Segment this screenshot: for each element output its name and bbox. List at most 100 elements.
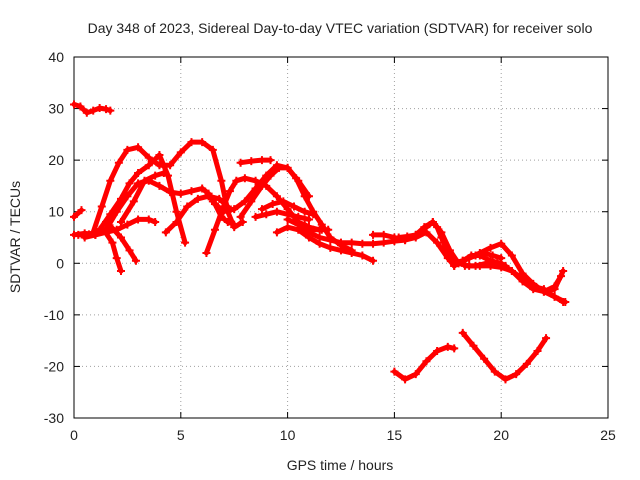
- data-point: [315, 233, 324, 242]
- data-point: [266, 156, 275, 165]
- data-point: [443, 254, 452, 263]
- data-point: [134, 169, 143, 178]
- data-point: [240, 174, 249, 183]
- data-point: [268, 199, 277, 208]
- series-line: [274, 224, 376, 264]
- data-point: [166, 161, 175, 170]
- data-point: [77, 206, 86, 215]
- data-point: [445, 246, 454, 255]
- data-point: [550, 292, 559, 301]
- chart-title: Day 348 of 2023, Sidereal Day-to-day VTE…: [88, 20, 593, 36]
- data-point: [437, 228, 446, 237]
- data-point: [251, 212, 260, 221]
- y-axis-title: SDTVAR / TECUs: [7, 181, 23, 293]
- data-point: [70, 100, 78, 109]
- data-point: [172, 218, 181, 227]
- data-point: [337, 246, 345, 255]
- data-point: [422, 357, 431, 366]
- data-point: [497, 239, 506, 248]
- data-point: [422, 228, 431, 237]
- data-point: [176, 189, 185, 198]
- data-point: [390, 367, 399, 376]
- data-point: [369, 256, 378, 265]
- data-point: [283, 223, 292, 232]
- data-point: [102, 218, 111, 227]
- x-tick-label: 0: [70, 427, 78, 443]
- data-point: [238, 218, 247, 227]
- series-arc-8: [102, 218, 140, 265]
- data-point: [108, 224, 117, 233]
- data-point: [123, 145, 132, 154]
- series-layer: [70, 100, 570, 384]
- series-arc-26: [458, 328, 551, 384]
- x-tick-label: 25: [600, 427, 616, 443]
- data-point: [358, 251, 367, 260]
- data-point: [490, 367, 499, 376]
- series-arc-23: [450, 248, 506, 270]
- data-point: [347, 238, 356, 247]
- data-point: [247, 197, 256, 206]
- data-point: [163, 171, 172, 180]
- data-point: [480, 354, 489, 363]
- data-point: [183, 202, 192, 211]
- data-point: [215, 194, 224, 203]
- data-point: [522, 359, 531, 368]
- data-point: [460, 261, 469, 270]
- data-point: [230, 223, 239, 232]
- data-point: [257, 181, 266, 190]
- data-point: [131, 256, 140, 265]
- data-point: [369, 230, 378, 239]
- x-tick-label: 10: [280, 427, 296, 443]
- data-point: [247, 157, 256, 166]
- data-point: [230, 205, 239, 214]
- series-arc-16: [257, 197, 318, 219]
- y-tick-label: 20: [48, 152, 64, 168]
- data-point: [116, 194, 125, 203]
- data-point: [134, 215, 143, 224]
- data-point: [492, 259, 501, 268]
- data-point: [202, 248, 211, 257]
- data-point: [482, 259, 491, 268]
- data-point: [204, 192, 213, 201]
- data-point: [450, 344, 459, 353]
- data-point: [559, 267, 568, 276]
- y-tick-label: 40: [48, 49, 64, 65]
- data-point: [283, 215, 292, 224]
- data-point: [187, 138, 196, 147]
- series-arc-6: [91, 225, 125, 276]
- data-point: [140, 176, 149, 185]
- data-point: [369, 239, 378, 248]
- data-point: [144, 215, 153, 224]
- data-point: [283, 163, 292, 172]
- data-point: [275, 163, 284, 172]
- data-point: [176, 148, 185, 157]
- data-point: [411, 370, 420, 379]
- series-arc-10: [161, 192, 232, 237]
- data-point: [347, 248, 356, 257]
- data-point: [123, 220, 132, 229]
- data-point: [497, 254, 506, 263]
- series-line: [253, 209, 312, 222]
- series-arc-27: [518, 267, 568, 296]
- data-point: [337, 238, 345, 247]
- series-line: [71, 178, 237, 238]
- data-point: [300, 207, 309, 216]
- data-point: [292, 174, 301, 183]
- series-arc-1: [70, 100, 115, 117]
- data-point: [144, 153, 153, 162]
- series-arc-17: [272, 223, 378, 265]
- data-point: [507, 267, 516, 276]
- data-point: [251, 176, 260, 185]
- data-point: [89, 228, 98, 237]
- data-point: [518, 274, 527, 283]
- data-point: [106, 210, 115, 219]
- data-point: [428, 218, 437, 227]
- data-point: [232, 176, 241, 185]
- data-point: [116, 218, 125, 227]
- data-point: [76, 102, 85, 111]
- data-point: [533, 346, 542, 355]
- series-arc-24: [460, 259, 510, 270]
- data-point: [82, 108, 91, 117]
- data-point: [443, 342, 452, 351]
- data-point: [108, 238, 117, 247]
